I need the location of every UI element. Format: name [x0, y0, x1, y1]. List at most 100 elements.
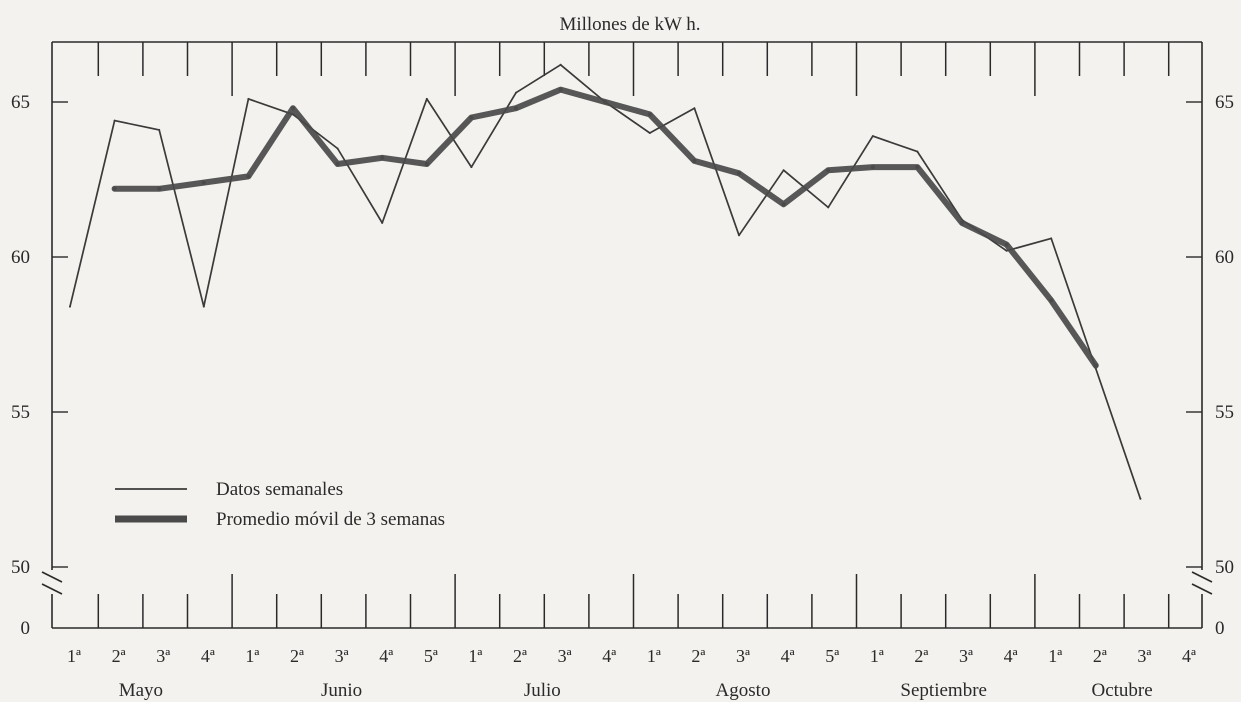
- point-weekly: [1139, 497, 1142, 500]
- week-label: 3ª: [736, 646, 750, 666]
- week-label: 2ª: [513, 646, 527, 666]
- week-label: 3ª: [1137, 646, 1151, 666]
- point-moving-average: [424, 162, 429, 166]
- y-tick-label-right: 65: [1215, 92, 1234, 113]
- week-label: 1ª: [870, 646, 884, 666]
- y-tick-label-left: 55: [11, 402, 30, 423]
- point-moving-average: [514, 106, 518, 111]
- week-label: 4ª: [1004, 646, 1018, 666]
- week-label: 3ª: [959, 646, 973, 666]
- week-label: 3ª: [335, 646, 349, 666]
- tick-marks: [97, 42, 1170, 628]
- week-label: 3ª: [558, 646, 572, 666]
- point-moving-average: [469, 115, 474, 120]
- week-label: 4ª: [602, 646, 616, 666]
- chart-title: Millones de kW h.: [559, 14, 700, 35]
- point-weekly: [69, 305, 71, 308]
- week-label: 5ª: [424, 646, 438, 666]
- point-weekly: [515, 91, 517, 94]
- point-weekly: [916, 150, 919, 153]
- week-label: 3ª: [156, 646, 170, 666]
- point-weekly: [381, 221, 384, 224]
- week-label: 4ª: [781, 646, 795, 666]
- axis-break-right: [1191, 571, 1213, 595]
- week-label: 1ª: [245, 646, 259, 666]
- month-label: Octubre: [1091, 680, 1152, 701]
- point-weekly: [871, 135, 874, 138]
- point-weekly: [738, 234, 740, 237]
- y-tick-label-right: 50: [1215, 557, 1234, 578]
- point-moving-average: [291, 106, 295, 111]
- point-moving-average: [246, 174, 251, 179]
- x-axis: 1ª 2ª 3ª 4ª 1ª 2ª 3ª 4ª 5ª 1ª 2ª 3ª 4ª 1ª 2ª 3ª 4ª 5ª 1ª 2ª…: [67, 646, 1196, 701]
- y-tick-label-right: 0: [1215, 618, 1225, 639]
- y-tick-label-left: 0: [21, 618, 31, 639]
- week-label: 4ª: [1182, 646, 1196, 666]
- legend-label-moving-average: Promedio móvil de 3 semanas: [216, 509, 445, 530]
- series-line-moving-average: [111, 86, 1099, 369]
- point-weekly: [827, 206, 830, 209]
- point-moving-average: [1004, 242, 1009, 247]
- point-weekly: [158, 128, 161, 131]
- point-weekly: [336, 147, 339, 150]
- week-label: 1ª: [468, 646, 482, 666]
- y-tick-label-right: 60: [1215, 247, 1234, 268]
- week-label: 2ª: [914, 646, 928, 666]
- point-moving-average: [1049, 298, 1054, 303]
- y-tick-label-right: 55: [1215, 402, 1234, 423]
- point-moving-average: [112, 186, 117, 191]
- month-label: Junio: [321, 680, 362, 701]
- month-label: Mayo: [119, 680, 163, 701]
- week-label: 1ª: [1048, 646, 1062, 666]
- week-label: 1ª: [67, 646, 81, 666]
- point-weekly: [113, 119, 116, 122]
- week-label: 4ª: [201, 646, 215, 666]
- week-label: 2ª: [290, 646, 304, 666]
- point-weekly: [247, 97, 250, 100]
- week-label: 2ª: [691, 646, 705, 666]
- point-moving-average: [781, 202, 786, 207]
- point-moving-average: [647, 112, 652, 117]
- point-moving-average: [1093, 363, 1098, 368]
- point-moving-average: [157, 186, 162, 191]
- legend-label-weekly: Datos semanales: [216, 479, 343, 500]
- point-weekly: [693, 107, 696, 110]
- plot-frame: [41, 41, 1213, 629]
- week-label: 1ª: [647, 646, 661, 666]
- point-moving-average: [603, 100, 608, 104]
- month-label: Agosto: [716, 680, 771, 701]
- point-moving-average: [335, 162, 340, 166]
- point-weekly: [648, 132, 651, 134]
- point-weekly: [1005, 249, 1008, 252]
- y-tick-label-left: 60: [11, 247, 30, 268]
- point-moving-average: [201, 180, 206, 185]
- week-label: 5ª: [825, 646, 839, 666]
- month-label: Septiembre: [900, 680, 987, 701]
- week-label: 4ª: [379, 646, 393, 666]
- point-weekly: [1050, 237, 1053, 240]
- point-moving-average: [870, 165, 875, 170]
- point-weekly: [782, 169, 785, 172]
- week-label: 2ª: [112, 646, 126, 666]
- series-line-weekly: [69, 63, 1142, 500]
- y-axis-right: 0 50 55 60 65: [1186, 92, 1234, 639]
- point-moving-average: [826, 168, 831, 173]
- point-weekly: [202, 305, 205, 308]
- axis-break-left: [41, 571, 63, 595]
- y-tick-label-left: 50: [11, 557, 30, 578]
- point-moving-average: [558, 87, 563, 92]
- point-moving-average: [915, 165, 920, 170]
- series-lines: [69, 63, 1142, 500]
- point-weekly: [425, 97, 428, 100]
- y-tick-label-left: 65: [11, 92, 30, 113]
- point-moving-average: [960, 220, 964, 225]
- y-axis-left: 0 50 55 60 65: [11, 92, 68, 639]
- month-label: Julio: [524, 680, 561, 701]
- point-weekly: [470, 166, 473, 169]
- point-moving-average: [737, 171, 741, 176]
- point-moving-average: [692, 158, 697, 163]
- point-moving-average: [380, 155, 385, 160]
- week-label: 2ª: [1093, 646, 1107, 666]
- point-weekly: [559, 63, 562, 66]
